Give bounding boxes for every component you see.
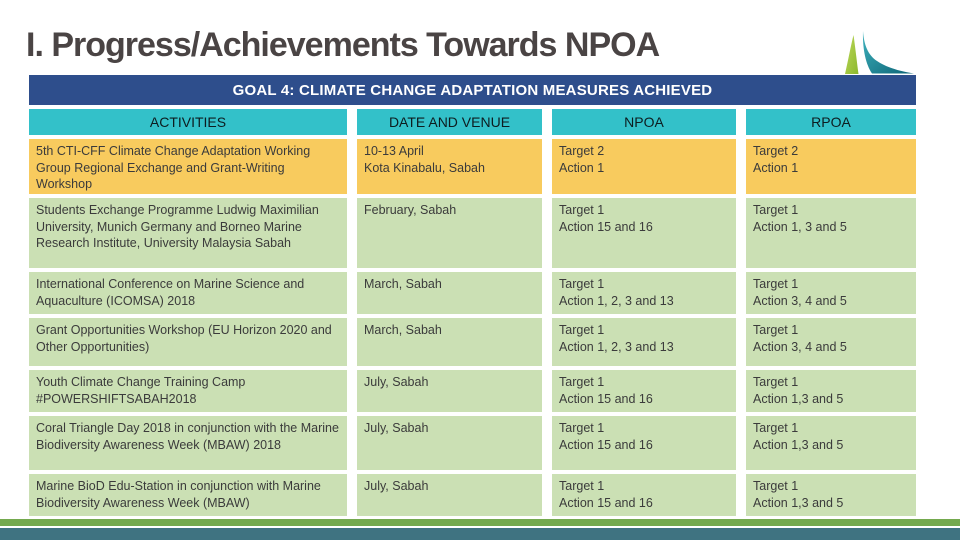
cell-rpoa: Target 1 Action 1,3 and 5	[746, 370, 916, 412]
goal-banner: GOAL 4: CLIMATE CHANGE ADAPTATION MEASUR…	[29, 75, 916, 105]
cell-npoa: Target 2 Action 1	[552, 139, 736, 194]
cell-date-venue: March, Sabah	[357, 318, 542, 366]
cell-date-venue: February, Sabah	[357, 198, 542, 268]
cell-activity: Grant Opportunities Workshop (EU Horizon…	[29, 318, 347, 366]
cell-activity: International Conference on Marine Scien…	[29, 272, 347, 314]
cell-activity: Students Exchange Programme Ludwig Maxim…	[29, 198, 347, 268]
footer-accent-bar-green	[0, 519, 960, 526]
column-header-npoa: NPOA	[552, 109, 736, 135]
cell-date-venue: July, Sabah	[357, 474, 542, 516]
cell-activity: 5th CTI-CFF Climate Change Adaptation Wo…	[29, 139, 347, 194]
cell-date-venue: July, Sabah	[357, 370, 542, 412]
column-header-activities: ACTIVITIES	[29, 109, 347, 135]
cell-activity: Youth Climate Change Training Camp #POWE…	[29, 370, 347, 412]
cell-rpoa: Target 1 Action 1, 3 and 5	[746, 198, 916, 268]
cell-date-venue: March, Sabah	[357, 272, 542, 314]
cell-date-venue: July, Sabah	[357, 416, 542, 470]
sails-logo-icon	[845, 31, 914, 74]
cell-npoa: Target 1 Action 1, 2, 3 and 13	[552, 272, 736, 314]
cell-npoa: Target 1 Action 15 and 16	[552, 198, 736, 268]
footer-accent-bar-teal	[0, 528, 960, 540]
cell-rpoa: Target 1 Action 1,3 and 5	[746, 474, 916, 516]
cell-npoa: Target 1 Action 15 and 16	[552, 474, 736, 516]
page-title: I. Progress/Achievements Towards NPOA	[26, 26, 660, 64]
cell-npoa: Target 1 Action 15 and 16	[552, 416, 736, 470]
column-header-rpoa: RPOA	[746, 109, 916, 135]
cell-npoa: Target 1 Action 15 and 16	[552, 370, 736, 412]
cell-date-venue: 10-13 April Kota Kinabalu, Sabah	[357, 139, 542, 194]
cell-rpoa: Target 1 Action 3, 4 and 5	[746, 318, 916, 366]
cell-rpoa: Target 2 Action 1	[746, 139, 916, 194]
column-header-date-venue: DATE AND VENUE	[357, 109, 542, 135]
cell-activity: Coral Triangle Day 2018 in conjunction w…	[29, 416, 347, 470]
cell-rpoa: Target 1 Action 1,3 and 5	[746, 416, 916, 470]
cell-activity: Marine BioD Edu-Station in conjunction w…	[29, 474, 347, 516]
achievements-table: ACTIVITIES DATE AND VENUE NPOA RPOA 5th …	[29, 109, 916, 516]
cell-rpoa: Target 1 Action 3, 4 and 5	[746, 272, 916, 314]
cell-npoa: Target 1 Action 1, 2, 3 and 13	[552, 318, 736, 366]
